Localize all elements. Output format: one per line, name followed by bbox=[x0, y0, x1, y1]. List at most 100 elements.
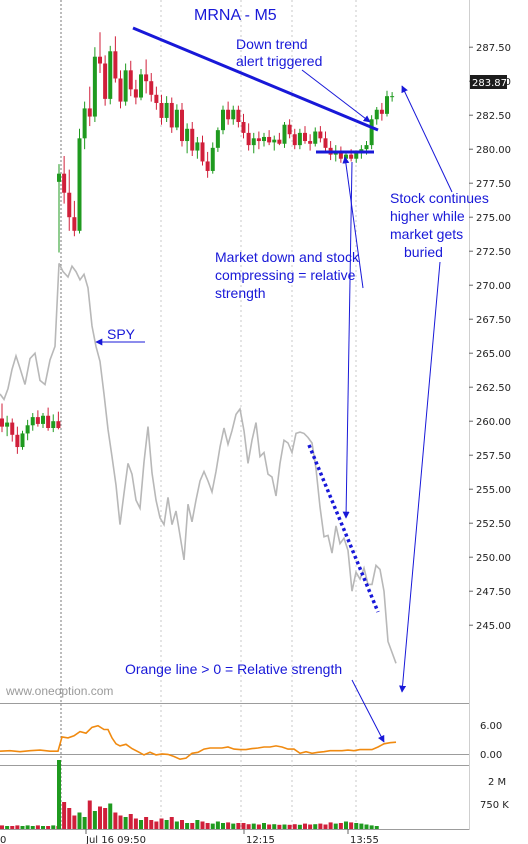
annotation-downtrend: Down trend alert triggered bbox=[236, 36, 322, 69]
volume-bar bbox=[15, 825, 20, 829]
candle-down bbox=[349, 154, 354, 159]
price-tick-label: 252.50 bbox=[476, 519, 511, 530]
price-tick-label: 260.00 bbox=[476, 417, 511, 428]
volume-bar bbox=[5, 826, 10, 829]
volume-tick: 750 K bbox=[480, 800, 509, 811]
candle-down bbox=[226, 109, 231, 120]
candle-down bbox=[338, 150, 343, 159]
volume-bar bbox=[185, 823, 190, 829]
candle-down bbox=[287, 124, 292, 135]
volume-bar bbox=[262, 823, 266, 829]
candle-down bbox=[159, 102, 164, 118]
annotation-arrow bbox=[401, 85, 453, 193]
watermark: www.oneoption.com bbox=[5, 684, 113, 698]
volume-bar bbox=[338, 823, 343, 829]
candle-up bbox=[20, 433, 25, 448]
volume-bar bbox=[251, 823, 256, 829]
volume-bar bbox=[30, 826, 35, 829]
candle-down bbox=[118, 78, 123, 102]
volume-bar bbox=[287, 824, 292, 829]
candle-down bbox=[10, 422, 15, 435]
volume-bar bbox=[98, 806, 102, 829]
volume-bar bbox=[221, 823, 225, 829]
candle-up bbox=[251, 138, 256, 146]
price-tick-label: 262.50 bbox=[476, 383, 511, 394]
volume-bar bbox=[364, 824, 369, 829]
volume-bar bbox=[292, 824, 297, 829]
last-price-marker bbox=[470, 75, 507, 89]
volume-bar bbox=[10, 826, 15, 829]
candle-down bbox=[154, 94, 159, 103]
candle-down bbox=[72, 217, 77, 231]
candle-down bbox=[0, 418, 4, 427]
x-tick-label: Jul 16 09:50 bbox=[85, 835, 146, 844]
volume-bar bbox=[354, 823, 359, 829]
candle-up bbox=[123, 70, 128, 102]
candle-up bbox=[92, 56, 97, 117]
volume-bar bbox=[297, 824, 302, 829]
candle-up bbox=[82, 108, 87, 139]
volume-bars bbox=[0, 760, 379, 829]
candle-up bbox=[364, 145, 369, 150]
candle-up bbox=[221, 109, 225, 131]
candle-down bbox=[241, 122, 246, 133]
volume-bar bbox=[210, 823, 215, 829]
candle-down bbox=[303, 132, 307, 142]
candle-up bbox=[185, 128, 190, 142]
volume-bar bbox=[374, 826, 379, 829]
volume-bar bbox=[72, 815, 77, 829]
volume-bar bbox=[87, 800, 92, 829]
price-tick-label: 247.50 bbox=[476, 587, 511, 598]
annotation-arrow bbox=[342, 161, 353, 519]
volume-bar bbox=[303, 823, 307, 829]
candle-up bbox=[5, 422, 10, 427]
candle-down bbox=[149, 81, 154, 95]
spy-decline-dotted-line bbox=[307, 444, 380, 613]
candle-down bbox=[308, 141, 313, 144]
candle-up bbox=[354, 153, 359, 159]
relative-strength-line bbox=[0, 724, 397, 761]
annotation-orange-line: Orange line > 0 = Relative strength bbox=[125, 661, 342, 677]
candle-up bbox=[25, 425, 30, 434]
candle-down bbox=[246, 132, 251, 146]
volume-bar bbox=[313, 824, 318, 829]
price-tick-label: 245.00 bbox=[476, 621, 511, 632]
volume-bar bbox=[82, 817, 87, 829]
candle-down bbox=[67, 192, 72, 218]
volume-bar bbox=[128, 814, 133, 829]
volume-bar bbox=[195, 820, 200, 829]
candle-up bbox=[215, 130, 220, 148]
volume-bar bbox=[200, 821, 205, 829]
volume-bar bbox=[139, 820, 143, 829]
volume-bar bbox=[0, 825, 4, 829]
volume-bar bbox=[231, 823, 236, 829]
candle-up bbox=[282, 124, 287, 144]
price-tick-label: 282.50 bbox=[476, 111, 511, 122]
volume-bar bbox=[323, 824, 328, 829]
annotation-line: market gets bbox=[390, 226, 463, 242]
indicator-tick: 0.00 bbox=[480, 750, 502, 761]
annotation-arrow bbox=[351, 679, 385, 743]
volume-bar bbox=[277, 824, 282, 829]
candle-up bbox=[344, 154, 348, 159]
annotation-spy: SPY bbox=[107, 326, 136, 342]
volume-bar bbox=[359, 823, 364, 829]
volume-bar bbox=[246, 824, 251, 829]
volume-bar bbox=[51, 825, 56, 829]
volume-bar bbox=[190, 823, 195, 829]
annotation-line: buried bbox=[404, 244, 443, 260]
candle-up bbox=[108, 51, 113, 99]
candle-up bbox=[164, 102, 169, 118]
price-tick-label: 250.00 bbox=[476, 553, 511, 564]
volume-bar bbox=[236, 823, 241, 829]
annotation-line: higher while bbox=[390, 208, 465, 224]
x-tick-label: 13:55 bbox=[350, 835, 379, 844]
volume-bar bbox=[318, 823, 323, 829]
price-axis-ticks: 287.50285.00282.50280.00277.50275.00272.… bbox=[469, 43, 511, 632]
volume-bar bbox=[215, 821, 220, 829]
candle-down bbox=[128, 70, 133, 90]
volume-bar bbox=[103, 808, 108, 829]
vertical-grid bbox=[60, 0, 357, 829]
volume-tick: 2 M bbox=[488, 777, 506, 788]
x-tick-label: 12:15 bbox=[246, 835, 275, 844]
